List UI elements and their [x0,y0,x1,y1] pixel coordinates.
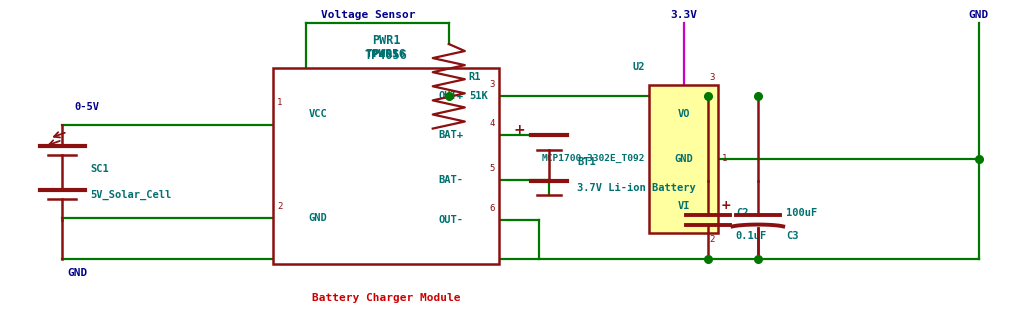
Text: BT1: BT1 [578,157,596,167]
Text: Battery Charger Module: Battery Charger Module [312,293,461,303]
Bar [649,85,718,233]
Text: 3: 3 [710,73,715,82]
Text: TP4056: TP4056 [366,37,407,59]
Bar [273,68,499,264]
Text: 5: 5 [489,163,495,173]
Text: BAT-: BAT- [439,175,464,185]
Text: 1: 1 [722,154,727,163]
Text: GND: GND [68,269,88,279]
Text: 0-5V: 0-5V [75,102,99,112]
Text: PWR1: PWR1 [372,34,400,47]
Text: GND: GND [969,10,989,20]
Text: 3.3V: 3.3V [670,10,697,20]
Text: VCC: VCC [308,109,327,119]
Text: U2: U2 [633,62,645,72]
Text: TP4056: TP4056 [365,49,408,62]
Text: GND: GND [308,213,327,223]
Text: VI: VI [677,201,690,211]
Text: 3.7V Li-ion Battery: 3.7V Li-ion Battery [578,183,696,193]
Text: MCP1700-3302E_T092: MCP1700-3302E_T092 [542,154,645,163]
Text: 51K: 51K [469,91,487,101]
Text: 1: 1 [278,98,283,107]
Text: GND: GND [674,154,693,164]
Text: BAT+: BAT+ [439,130,464,140]
Text: C2: C2 [736,208,749,218]
Text: OUT-: OUT- [439,215,464,225]
Text: 3: 3 [489,80,495,89]
Text: 100uF: 100uF [786,208,817,218]
Text: C3: C3 [786,231,799,241]
Text: SC1: SC1 [90,164,110,174]
Text: 5V_Solar_Cell: 5V_Solar_Cell [90,190,172,201]
Text: 2: 2 [278,202,283,210]
Text: +: + [721,199,731,211]
Text: R1: R1 [469,71,481,82]
Text: 0.1uF: 0.1uF [736,231,767,241]
Text: +: + [513,123,525,137]
Text: VO: VO [677,109,690,119]
Text: 2: 2 [710,235,715,244]
Text: 4: 4 [489,119,495,127]
Text: PWR1: PWR1 [373,48,399,59]
Text: Voltage Sensor: Voltage Sensor [322,10,416,20]
Text: 6: 6 [489,204,495,212]
Text: OUT+: OUT+ [439,91,464,101]
